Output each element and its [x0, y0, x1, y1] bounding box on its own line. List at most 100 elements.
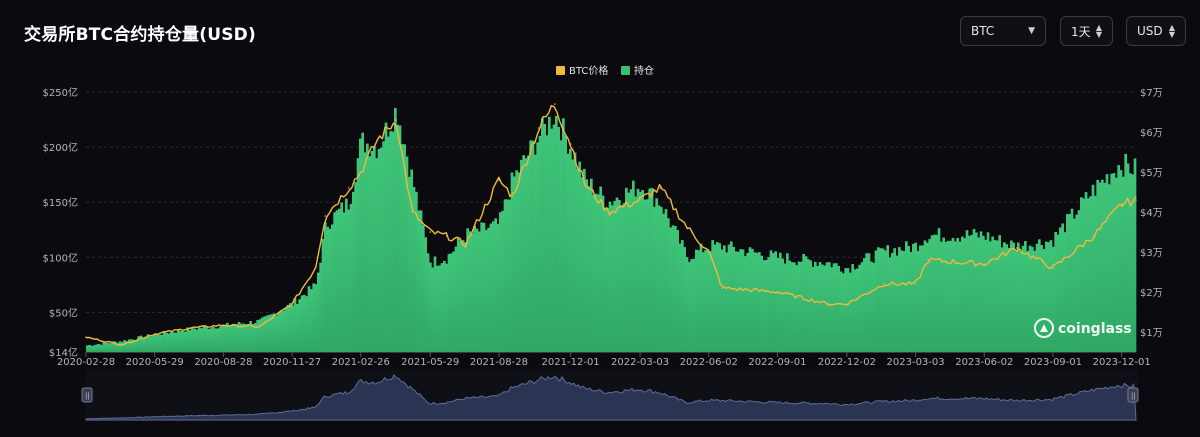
open-interest-bar: [172, 332, 176, 352]
chevron-down-icon: ▼: [1028, 26, 1035, 36]
coin-select[interactable]: BTC ▼: [960, 16, 1046, 46]
open-interest-bar: [951, 237, 955, 352]
open-interest-bar: [881, 248, 885, 352]
open-interest-bar: [146, 334, 150, 352]
open-interest-bar: [793, 262, 796, 352]
open-interest-bar: [258, 319, 262, 352]
open-interest-bar: [167, 333, 171, 352]
open-interest-bar: [237, 322, 241, 352]
open-interest-bar: [422, 225, 425, 352]
open-interest-bar: [632, 180, 635, 352]
open-interest-bar: [408, 176, 411, 352]
svg-text:||: ||: [85, 392, 90, 400]
open-interest-bar: [699, 243, 703, 352]
legend-swatch-open-interest: [621, 66, 630, 75]
open-interest-bar: [986, 232, 990, 352]
open-interest-bar: [261, 317, 264, 352]
x-tick-label: 2022-06-02: [680, 357, 738, 368]
open-interest-bar: [356, 158, 360, 352]
open-interest-bar: [429, 262, 432, 352]
open-interest-bar: [1000, 247, 1004, 352]
open-interest-bar: [662, 213, 666, 352]
unit-select[interactable]: USD ▲ ▼: [1126, 16, 1186, 46]
open-interest-bar: [128, 339, 131, 352]
open-interest-bar: [842, 273, 845, 352]
open-interest-bar: [452, 251, 456, 352]
open-interest-bar: [807, 259, 810, 352]
open-interest-bar: [618, 200, 621, 352]
open-interest-bar: [401, 144, 404, 352]
open-interest-bar: [1026, 250, 1030, 352]
btc-price-point: [360, 171, 362, 173]
open-interest-bar: [471, 233, 474, 352]
chart-legend[interactable]: BTC价格 持仓: [556, 64, 654, 77]
open-interest-bar: [263, 316, 267, 352]
open-interest-bar: [1028, 245, 1032, 352]
btc-price-point: [324, 215, 327, 217]
y-left-tick-label: $14亿: [49, 346, 78, 359]
open-interest-bar: [599, 186, 603, 352]
open-interest-bar: [345, 198, 348, 352]
interval-select[interactable]: 1天 ▲ ▼: [1060, 16, 1113, 46]
open-interest-bar: [205, 326, 208, 352]
open-interest-bar: [692, 258, 696, 352]
open-interest-bar: [914, 242, 918, 352]
interval-select-value: 1天: [1071, 24, 1091, 39]
open-interest-bar: [433, 256, 437, 352]
open-interest-bar: [860, 262, 864, 352]
open-interest-bar: [590, 178, 593, 352]
btc-price-point: [883, 283, 885, 285]
btc-price-point: [828, 303, 830, 305]
open-interest-bar: [1068, 214, 1072, 352]
open-interest-bar: [979, 231, 983, 352]
open-interest-bar: [1017, 242, 1020, 352]
open-interest-bar: [704, 249, 708, 352]
navigator-handle-right[interactable]: [1127, 387, 1139, 403]
open-interest-bar: [555, 115, 558, 353]
open-interest-bar: [755, 252, 759, 352]
open-interest-bar: [933, 234, 936, 352]
open-interest-bar: [394, 107, 397, 353]
open-interest-bar: [681, 240, 684, 352]
open-interest-bar: [702, 252, 705, 352]
open-interest-bar: [767, 257, 771, 352]
coin-select-value: BTC: [971, 24, 995, 38]
open-interest-bar: [1122, 176, 1125, 352]
open-interest-bar: [160, 334, 164, 352]
open-interest-bar: [254, 323, 257, 352]
y-right-tick-label: $2万: [1140, 288, 1163, 299]
open-interest-bar: [935, 234, 939, 352]
open-interest-bar: [776, 258, 780, 352]
btc-price-point: [376, 139, 379, 141]
open-interest-bar: [804, 256, 808, 352]
open-interest-bar: [312, 283, 316, 352]
open-interest-bar: [475, 228, 479, 352]
open-interest-bar: [720, 249, 724, 352]
open-interest-bar: [139, 335, 143, 352]
navigator-handle-left[interactable]: [81, 387, 93, 403]
open-interest-bar: [1077, 210, 1081, 352]
open-interest-bar: [426, 253, 430, 352]
open-interest-bar: [244, 324, 248, 352]
open-interest-bar: [564, 135, 568, 352]
open-interest-bar: [937, 228, 941, 352]
open-interest-bar: [667, 218, 670, 352]
open-interest-bar: [912, 243, 915, 352]
open-interest-bar: [926, 242, 929, 352]
open-interest-bar: [228, 325, 232, 352]
open-interest-bar: [746, 252, 750, 352]
btc-price-point: [120, 344, 123, 346]
coinglass-logo-icon: [1034, 318, 1054, 338]
open-interest-bar: [338, 208, 341, 352]
open-interest-bar: [552, 124, 556, 352]
open-interest-bar: [604, 207, 607, 352]
open-interest-bar: [170, 331, 173, 352]
open-interest-bar: [506, 199, 509, 352]
open-interest-bar: [1098, 182, 1102, 352]
open-interest-bar: [1073, 218, 1076, 352]
open-interest-bar: [191, 326, 194, 352]
x-tick-label: 2023-06-02: [955, 357, 1013, 368]
open-interest-bar: [240, 323, 243, 352]
range-navigator[interactable]: || ||: [81, 369, 1139, 421]
